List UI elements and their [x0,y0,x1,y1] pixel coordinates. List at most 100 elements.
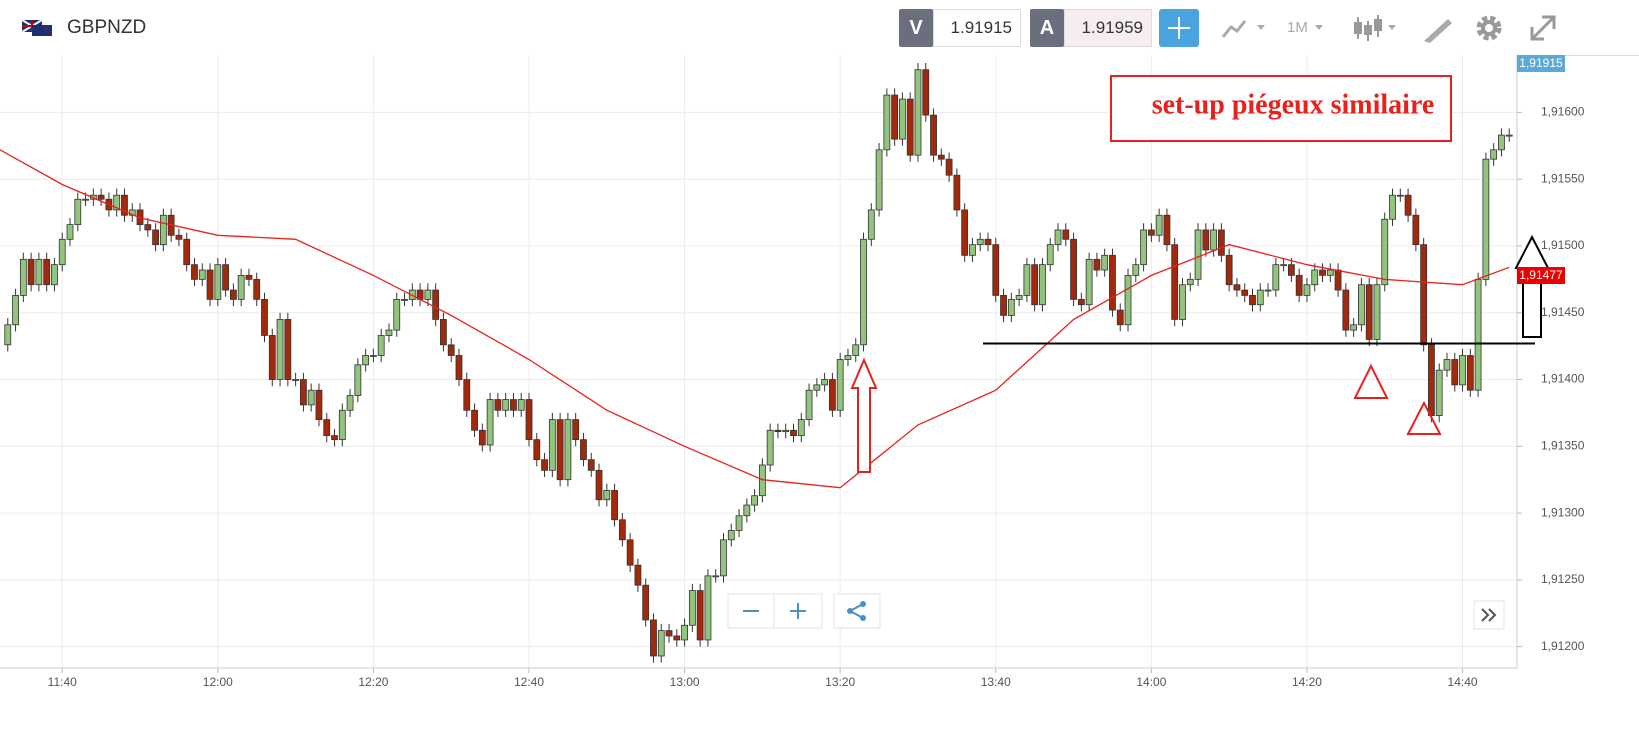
candle-body [1490,149,1498,160]
candle-body [525,399,533,441]
candle-body [735,515,743,531]
y-tick-label: 1,91200 [1541,639,1585,653]
candle-body [1295,274,1303,296]
x-tick-label: 12:00 [203,675,233,689]
candle-body [74,198,82,226]
candle-body [922,69,930,116]
candle-body [1319,269,1326,276]
candle-body [152,229,159,246]
candle-body [97,194,105,200]
settings-button[interactable] [1472,9,1508,47]
chart-type-button[interactable] [1215,9,1271,47]
candle-body [860,238,867,346]
candle-body [346,395,354,411]
candle-body [447,344,455,356]
candle-body [27,258,35,286]
y-tick-label: 1,91450 [1541,305,1585,319]
candle-body [486,399,494,446]
candle-body [261,298,268,336]
candle-body [743,504,751,517]
timeframe[interactable]: 1M [1287,19,1308,36]
candle-body [681,624,688,641]
candle-body [1007,298,1015,316]
candle-body [144,224,152,231]
candle-body [945,158,953,176]
sell-price[interactable]: 1.91915 [933,9,1021,47]
symbol: GBPNZD [67,17,147,38]
candle-body [292,379,300,381]
candle-body [35,258,43,286]
candle-body [1194,229,1202,280]
candle-body [657,630,665,657]
candle-body [1334,269,1342,291]
candle-body [1435,369,1443,416]
candle-body [12,294,19,326]
candle-body [564,419,572,481]
y-tick-label: 1,91250 [1541,572,1585,586]
candle-body [961,209,969,256]
candle-body [1070,238,1077,300]
candle-body [556,419,564,481]
plot-area [0,55,1517,668]
candle-body [471,409,478,431]
candle-body [284,319,292,380]
candle-body [852,344,860,356]
candle-body [1342,289,1350,331]
candle-body [1046,244,1054,266]
x-tick-label: 13:20 [825,675,855,689]
candle-body [766,429,774,466]
candle-body [712,575,720,578]
x-tick-label: 11:40 [48,675,77,689]
candle-body [502,399,510,411]
candles-button[interactable] [1348,9,1404,47]
candle-body [183,238,191,266]
candle-body [1000,294,1007,316]
buy-price[interactable]: 1.91959 [1064,9,1152,47]
candle-body [1350,324,1358,331]
fullscreen-button[interactable] [1524,9,1564,47]
candle-body [4,324,12,346]
candle-body [175,234,183,240]
candle-body [953,174,961,211]
candle-body [984,238,992,246]
candle-body [805,389,813,420]
x-tick-label: 14:00 [1136,675,1166,689]
candle-body [1186,278,1194,286]
candle-body [1443,359,1451,371]
candle-body [875,149,883,211]
candle-body [253,278,261,300]
candle-body [976,238,984,246]
timeframe-caret[interactable] [1311,9,1331,47]
x-tick-label: 14:40 [1448,675,1478,689]
candle-body [19,258,27,296]
candle-body [354,364,362,396]
share[interactable] [833,593,881,629]
candle-body [1451,359,1459,386]
crosshair-button[interactable] [1159,9,1199,47]
candle-body [1287,264,1295,276]
candle-body [829,379,836,411]
candle-body [1326,269,1334,276]
candle-body [66,224,74,240]
x-tick-label: 12:20 [358,675,388,689]
draw-button[interactable] [1418,9,1458,47]
candle-body [533,439,541,461]
sell-label[interactable]: V [899,9,933,47]
annotation-text: set-up piégeux similaire [1152,89,1435,120]
candle-body [299,379,307,406]
candle-body [1365,284,1373,340]
y-tick-label: 1,91300 [1541,505,1585,519]
annotation-arrow [850,357,878,473]
candle-body [587,459,595,471]
candle-body [930,114,937,156]
zoom-controls [727,593,1505,630]
candle-body [377,335,385,356]
candle-body [1404,194,1412,216]
candle-body [1147,229,1155,236]
bid-tag: 1,91915 [1519,56,1563,70]
buy-label[interactable]: A [1030,9,1064,47]
candle-body [603,489,611,501]
candle-body [229,289,237,300]
candle-body [1280,264,1288,267]
